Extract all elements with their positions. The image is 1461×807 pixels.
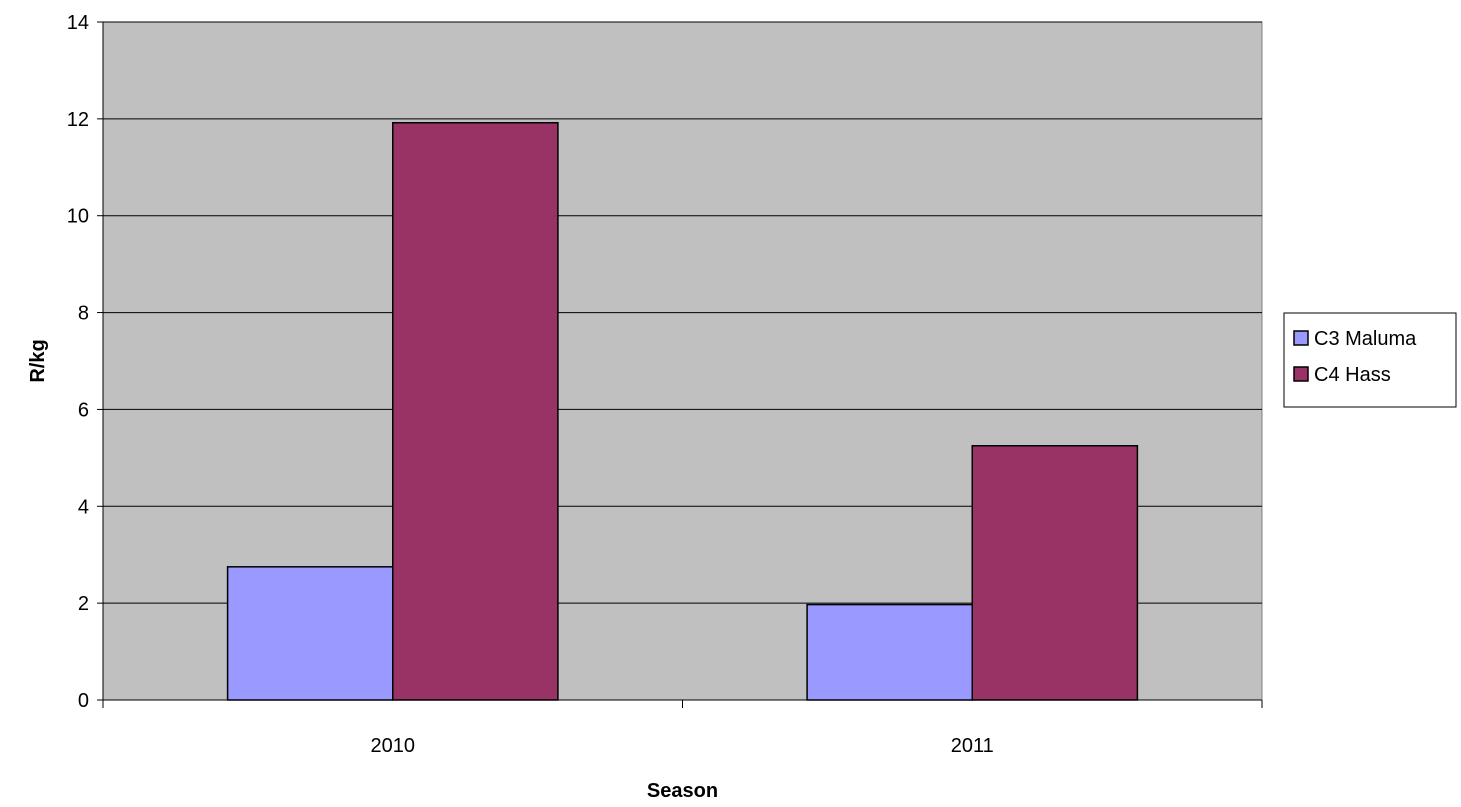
y-tick-label: 8 bbox=[78, 303, 89, 325]
legend: C3 Maluma C4 Hass bbox=[1283, 312, 1457, 408]
y-tick-label: 14 bbox=[67, 12, 89, 34]
legend-label: C3 Maluma bbox=[1314, 328, 1417, 350]
y-tick-labels: 0 2 4 6 8 10 12 14 bbox=[67, 12, 89, 712]
legend-swatch-c4-hass bbox=[1293, 366, 1309, 382]
y-tick-label: 4 bbox=[78, 496, 89, 518]
y-tick-label: 0 bbox=[78, 690, 89, 712]
bar-c4-hass-2011 bbox=[971, 445, 1139, 701]
axes bbox=[97, 21, 1263, 708]
bar-c3-maluma-2010 bbox=[226, 566, 394, 701]
x-tick-label: 2011 bbox=[951, 735, 994, 757]
bars bbox=[226, 121, 1139, 701]
legend-box bbox=[1283, 312, 1457, 408]
y-axis-title: R/kg bbox=[27, 339, 49, 382]
legend-label: C4 Hass bbox=[1314, 364, 1391, 386]
legend-swatch-c3-maluma bbox=[1293, 330, 1309, 346]
y-tick-label: 12 bbox=[67, 109, 89, 131]
x-tick-label: 2010 bbox=[371, 735, 416, 757]
y-tick-label: 6 bbox=[78, 399, 89, 421]
x-tick-labels: 2010 2011 bbox=[371, 735, 994, 757]
bar-c4-hass-2010 bbox=[392, 121, 559, 701]
y-tick-label: 2 bbox=[78, 593, 89, 615]
x-axis-title: Season bbox=[647, 780, 718, 802]
y-tick-label: 10 bbox=[67, 206, 89, 228]
bar-c3-maluma-2011 bbox=[806, 603, 974, 701]
